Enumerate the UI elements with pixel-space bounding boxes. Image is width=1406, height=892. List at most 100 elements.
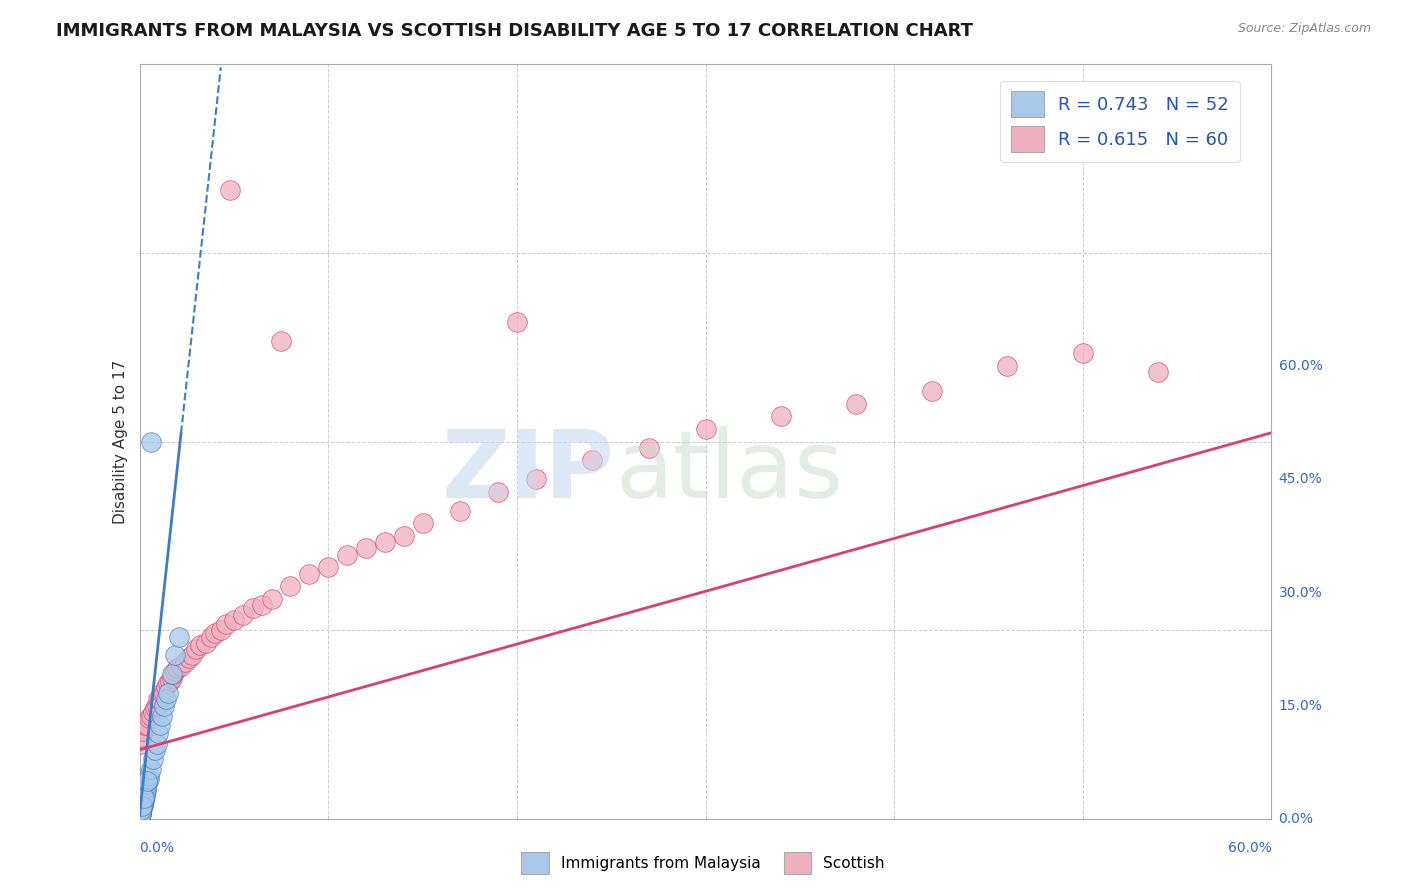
- Point: [138, 768, 160, 782]
- Point: [581, 453, 603, 467]
- Point: [160, 667, 183, 681]
- Point: [131, 802, 153, 816]
- Y-axis label: Disability Age 5 to 17: Disability Age 5 to 17: [114, 359, 128, 524]
- Point: [209, 624, 232, 638]
- Text: 30.0%: 30.0%: [1278, 585, 1322, 599]
- Point: [134, 790, 156, 805]
- Point: [250, 598, 273, 612]
- Text: ZIP: ZIP: [441, 425, 614, 517]
- Point: [132, 794, 155, 808]
- Point: [449, 504, 471, 518]
- Point: [132, 796, 155, 810]
- Point: [159, 673, 181, 688]
- Point: [129, 807, 152, 822]
- Point: [131, 803, 153, 817]
- Point: [173, 655, 195, 669]
- Point: [129, 809, 152, 823]
- Point: [139, 434, 162, 449]
- Point: [219, 183, 242, 197]
- Point: [222, 613, 245, 627]
- Point: [129, 737, 152, 751]
- Point: [142, 751, 165, 765]
- Point: [132, 723, 155, 738]
- Point: [336, 548, 359, 562]
- Point: [136, 774, 159, 789]
- Point: [181, 648, 204, 663]
- Point: [204, 625, 226, 640]
- Point: [845, 397, 868, 411]
- Point: [149, 717, 172, 731]
- Point: [200, 630, 222, 644]
- Point: [769, 409, 792, 424]
- Point: [638, 441, 661, 455]
- Point: [131, 730, 153, 744]
- Point: [139, 709, 162, 723]
- Point: [150, 686, 173, 700]
- Point: [316, 560, 339, 574]
- Point: [155, 680, 177, 694]
- Point: [135, 784, 157, 798]
- Text: Source: ZipAtlas.com: Source: ZipAtlas.com: [1237, 22, 1371, 36]
- Point: [148, 692, 170, 706]
- Point: [156, 686, 179, 700]
- Point: [177, 651, 200, 665]
- Point: [1071, 346, 1094, 360]
- Point: [134, 789, 156, 804]
- Point: [270, 334, 292, 348]
- Point: [131, 798, 153, 813]
- Point: [280, 579, 302, 593]
- Point: [486, 484, 509, 499]
- Point: [188, 639, 211, 653]
- Point: [150, 709, 173, 723]
- Point: [134, 787, 156, 801]
- Point: [354, 541, 377, 556]
- Point: [129, 807, 152, 822]
- Point: [142, 705, 165, 719]
- Legend: Immigrants from Malaysia, Scottish: Immigrants from Malaysia, Scottish: [515, 846, 891, 880]
- Point: [131, 800, 153, 814]
- Point: [131, 799, 153, 814]
- Point: [995, 359, 1018, 373]
- Text: 0.0%: 0.0%: [139, 841, 174, 855]
- Text: 60.0%: 60.0%: [1227, 841, 1271, 855]
- Point: [131, 800, 153, 814]
- Point: [129, 805, 152, 820]
- Point: [134, 717, 156, 731]
- Point: [132, 797, 155, 811]
- Point: [148, 726, 170, 740]
- Point: [136, 777, 159, 791]
- Point: [129, 805, 152, 819]
- Point: [921, 384, 943, 399]
- Point: [132, 797, 155, 811]
- Text: 45.0%: 45.0%: [1278, 472, 1322, 486]
- Point: [138, 711, 160, 725]
- Point: [134, 784, 156, 798]
- Point: [135, 780, 157, 795]
- Point: [131, 799, 153, 814]
- Point: [184, 642, 207, 657]
- Point: [156, 676, 179, 690]
- Point: [129, 808, 152, 822]
- Point: [131, 799, 153, 814]
- Text: atlas: atlas: [614, 425, 844, 517]
- Point: [232, 608, 254, 623]
- Text: 60.0%: 60.0%: [1278, 359, 1323, 373]
- Point: [129, 808, 152, 822]
- Point: [160, 671, 183, 685]
- Point: [298, 566, 321, 581]
- Point: [149, 692, 172, 706]
- Point: [143, 701, 166, 715]
- Point: [167, 630, 190, 644]
- Point: [138, 772, 160, 786]
- Point: [166, 661, 188, 675]
- Legend: R = 0.743   N = 52, R = 0.615   N = 60: R = 0.743 N = 52, R = 0.615 N = 60: [1001, 80, 1240, 162]
- Point: [143, 743, 166, 757]
- Text: IMMIGRANTS FROM MALAYSIA VS SCOTTISH DISABILITY AGE 5 TO 17 CORRELATION CHART: IMMIGRANTS FROM MALAYSIA VS SCOTTISH DIS…: [56, 22, 973, 40]
- Point: [145, 698, 167, 713]
- Point: [412, 516, 434, 531]
- Point: [153, 686, 176, 700]
- Point: [194, 636, 217, 650]
- Point: [242, 600, 264, 615]
- Point: [129, 808, 152, 822]
- Point: [170, 658, 193, 673]
